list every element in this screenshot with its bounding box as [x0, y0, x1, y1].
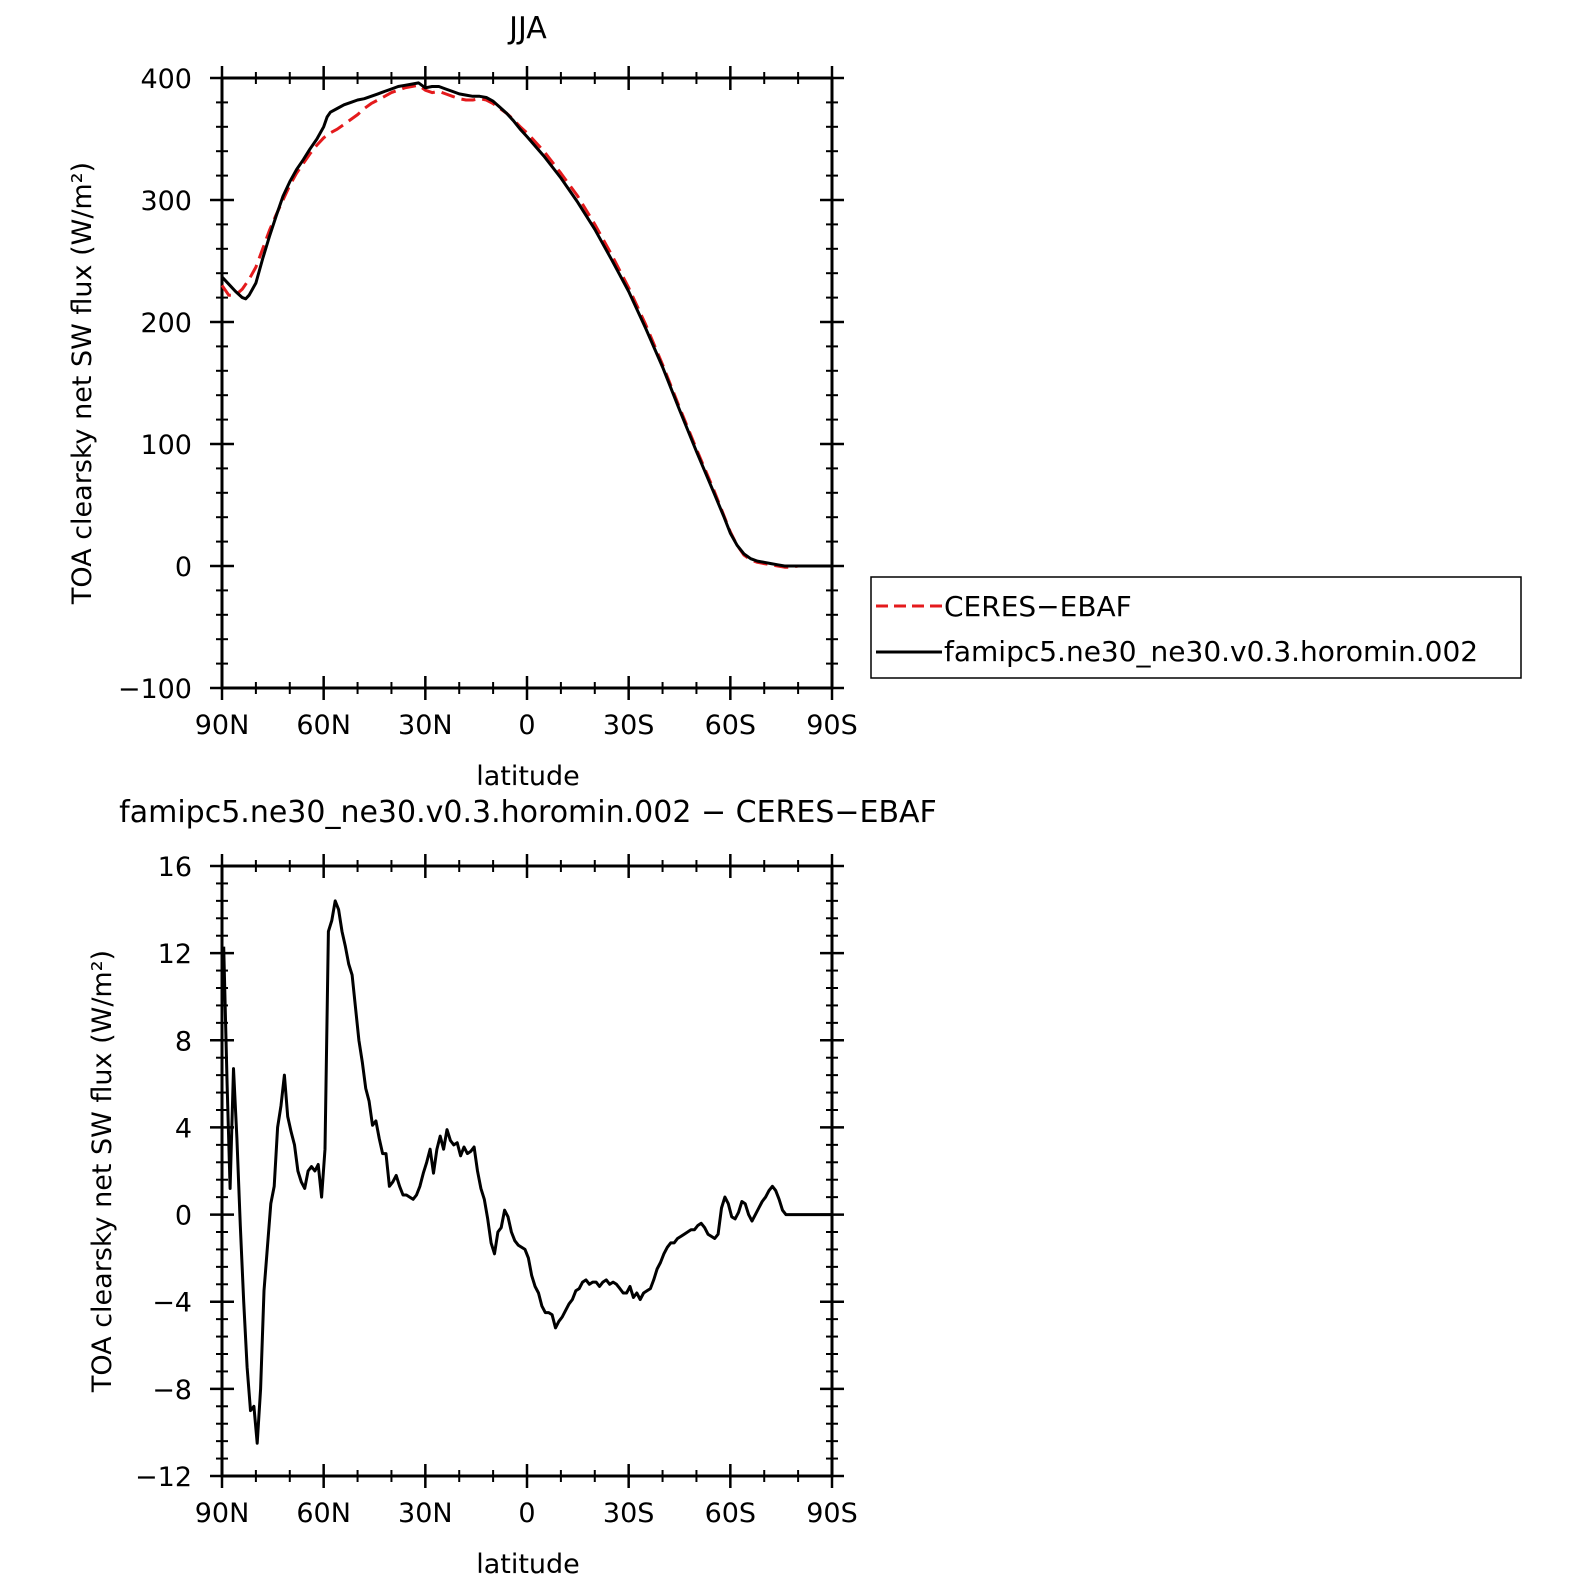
- x-tick-label: 60S: [705, 1498, 757, 1529]
- x-tick-label: 30S: [603, 1498, 655, 1529]
- legend: CERES−EBAF famipc5.ne30_ne30.v0.3.horomi…: [870, 576, 1522, 679]
- x-tick-label: 30N: [398, 710, 453, 741]
- top-y-axis-label: TOA clearsky net SW flux (W/m²): [67, 162, 98, 605]
- top-series-ceres-ebaf: [220, 83, 832, 569]
- y-tick-label: 300: [140, 186, 192, 217]
- y-tick-label: −8: [152, 1375, 192, 1406]
- bottom-x-axis-label: latitude: [476, 1549, 580, 1580]
- x-tick-label: 0: [518, 1498, 535, 1529]
- x-tick-label: 90N: [195, 710, 250, 741]
- bottom-panel: famipc5.ne30_ne30.v0.3.horomin.002 − CER…: [87, 795, 937, 1580]
- y-tick-label: 400: [140, 64, 192, 95]
- y-tick-label: −100: [118, 674, 192, 705]
- bottom-ticks: 90N 60N 30N 0 30S 60S 90S 16 12 8 4 0 −4 −8 −12: [135, 852, 858, 1529]
- legend-box: [870, 576, 1522, 679]
- top-panel: JJA 90N 60N 30N 0 30S 60S 90S 400 300 200 100 0 −100…: [67, 11, 858, 792]
- legend-label-famipc5: famipc5.ne30_ne30.v0.3.horomin.002: [944, 635, 1478, 668]
- y-tick-label: 100: [140, 430, 192, 461]
- top-x-axis-label: latitude: [476, 761, 580, 792]
- y-tick-label: 0: [175, 552, 192, 583]
- y-tick-label: 8: [175, 1026, 192, 1057]
- y-tick-label: 12: [158, 939, 192, 970]
- top-chart-title: JJA: [507, 11, 547, 46]
- y-tick-label: 16: [158, 852, 192, 883]
- y-tick-label: 200: [140, 308, 192, 339]
- top-series-famipc5: [220, 81, 832, 568]
- x-tick-label: 0: [518, 710, 535, 741]
- legend-label-ceres-ebaf: CERES−EBAF: [944, 590, 1132, 623]
- x-tick-label: 60N: [296, 1498, 351, 1529]
- bottom-y-axis-label: TOA clearsky net SW flux (W/m²): [87, 950, 118, 1393]
- top-plot-frame: [220, 76, 834, 690]
- x-tick-label: 60S: [705, 710, 757, 741]
- y-tick-label: −4: [152, 1288, 192, 1319]
- x-tick-label: 90S: [806, 710, 858, 741]
- x-tick-label: 90N: [195, 1498, 250, 1529]
- x-tick-label: 30N: [398, 1498, 453, 1529]
- x-tick-label: 60N: [296, 710, 351, 741]
- y-tick-label: 0: [175, 1201, 192, 1232]
- x-tick-label: 90S: [806, 1498, 858, 1529]
- x-tick-label: 30S: [603, 710, 655, 741]
- y-tick-label: 4: [175, 1113, 192, 1144]
- bottom-series-difference: [222, 899, 832, 1445]
- y-tick-label: −12: [135, 1462, 192, 1493]
- bottom-chart-title: famipc5.ne30_ne30.v0.3.horomin.002 − CER…: [119, 795, 937, 830]
- top-ticks: 90N 60N 30N 0 30S 60S 90S 400 300 200 100 0 −100: [118, 64, 858, 741]
